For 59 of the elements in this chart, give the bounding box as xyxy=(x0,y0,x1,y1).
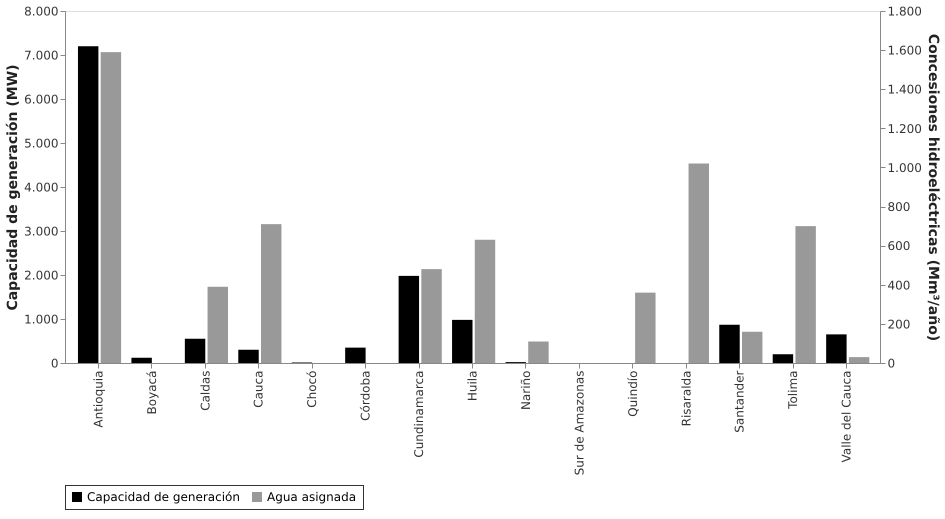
bar xyxy=(528,341,549,363)
bar xyxy=(742,332,762,363)
bar xyxy=(261,224,282,363)
x-tick-label: Nariño xyxy=(518,370,533,410)
y2-tick-label: 1.600 xyxy=(888,44,922,58)
x-tick-label: Huila xyxy=(466,370,480,402)
bar xyxy=(421,269,442,363)
legend-label: Agua asignada xyxy=(267,490,356,504)
y-tick-label: 0 xyxy=(50,356,58,370)
y2-tick-label: 200 xyxy=(888,317,910,332)
x-tick-label: Sur de Amazonas xyxy=(572,370,586,476)
x-tick-label: Quindío xyxy=(626,370,640,417)
x-tick-label: Cundinamarca xyxy=(412,370,426,458)
y-tick-label: 2.000 xyxy=(24,268,58,282)
x-tick-label: Chocó xyxy=(305,370,320,408)
bar xyxy=(826,334,847,363)
bar xyxy=(345,348,366,363)
bar xyxy=(474,240,496,363)
y-tick-label: 7.000 xyxy=(24,48,58,62)
legend-label: Capacidad de generación xyxy=(87,490,240,504)
x-tick-label: Boyacá xyxy=(144,370,159,414)
y-axis-title: Capacidad de generación (MW) xyxy=(5,64,22,311)
bar xyxy=(688,164,709,363)
bar xyxy=(848,357,870,363)
x-tick-label: Cauca xyxy=(252,370,266,408)
y2-tick-label: 0 xyxy=(888,356,896,370)
bar xyxy=(208,286,228,363)
x-tick-label: Antioquia xyxy=(91,370,106,428)
bar xyxy=(100,52,122,363)
y2-axis-title: Concesiones hidroeléctricas (Mm³/año) xyxy=(924,34,941,342)
bar xyxy=(635,292,656,363)
x-tick-label: Caldas xyxy=(198,370,212,411)
bar xyxy=(184,338,206,363)
y-tick-label: 5.000 xyxy=(24,136,58,150)
x-tick-label: Valle del Cauca xyxy=(840,370,854,462)
bar xyxy=(772,354,794,363)
y-tick-label: 6.000 xyxy=(24,92,58,106)
y2-tick-label: 1.200 xyxy=(888,122,922,136)
y-tick-label: 4.000 xyxy=(24,180,58,194)
y-tick-label: 8.000 xyxy=(24,4,58,18)
y-tick-label: 3.000 xyxy=(24,224,58,238)
y2-tick-label: 1.800 xyxy=(888,4,922,18)
y2-tick-label: 800 xyxy=(888,200,910,214)
bar xyxy=(452,320,472,363)
x-tick-label: Santander xyxy=(732,370,747,433)
bar xyxy=(795,226,816,363)
bar xyxy=(398,276,420,363)
x-tick-label: Córdoba xyxy=(358,370,373,421)
bar xyxy=(131,358,152,363)
bar xyxy=(238,350,259,363)
y2-tick-label: 1.400 xyxy=(888,82,922,97)
x-tick-label: Risaralda xyxy=(679,370,694,426)
x-tick-label: Tolima xyxy=(786,370,800,410)
y2-tick-label: 1.000 xyxy=(888,160,922,175)
y-tick-label: 1.000 xyxy=(24,312,58,326)
bar xyxy=(719,324,740,363)
y2-tick-label: 600 xyxy=(888,239,910,254)
y2-tick-label: 400 xyxy=(888,278,910,292)
bar xyxy=(78,46,98,363)
